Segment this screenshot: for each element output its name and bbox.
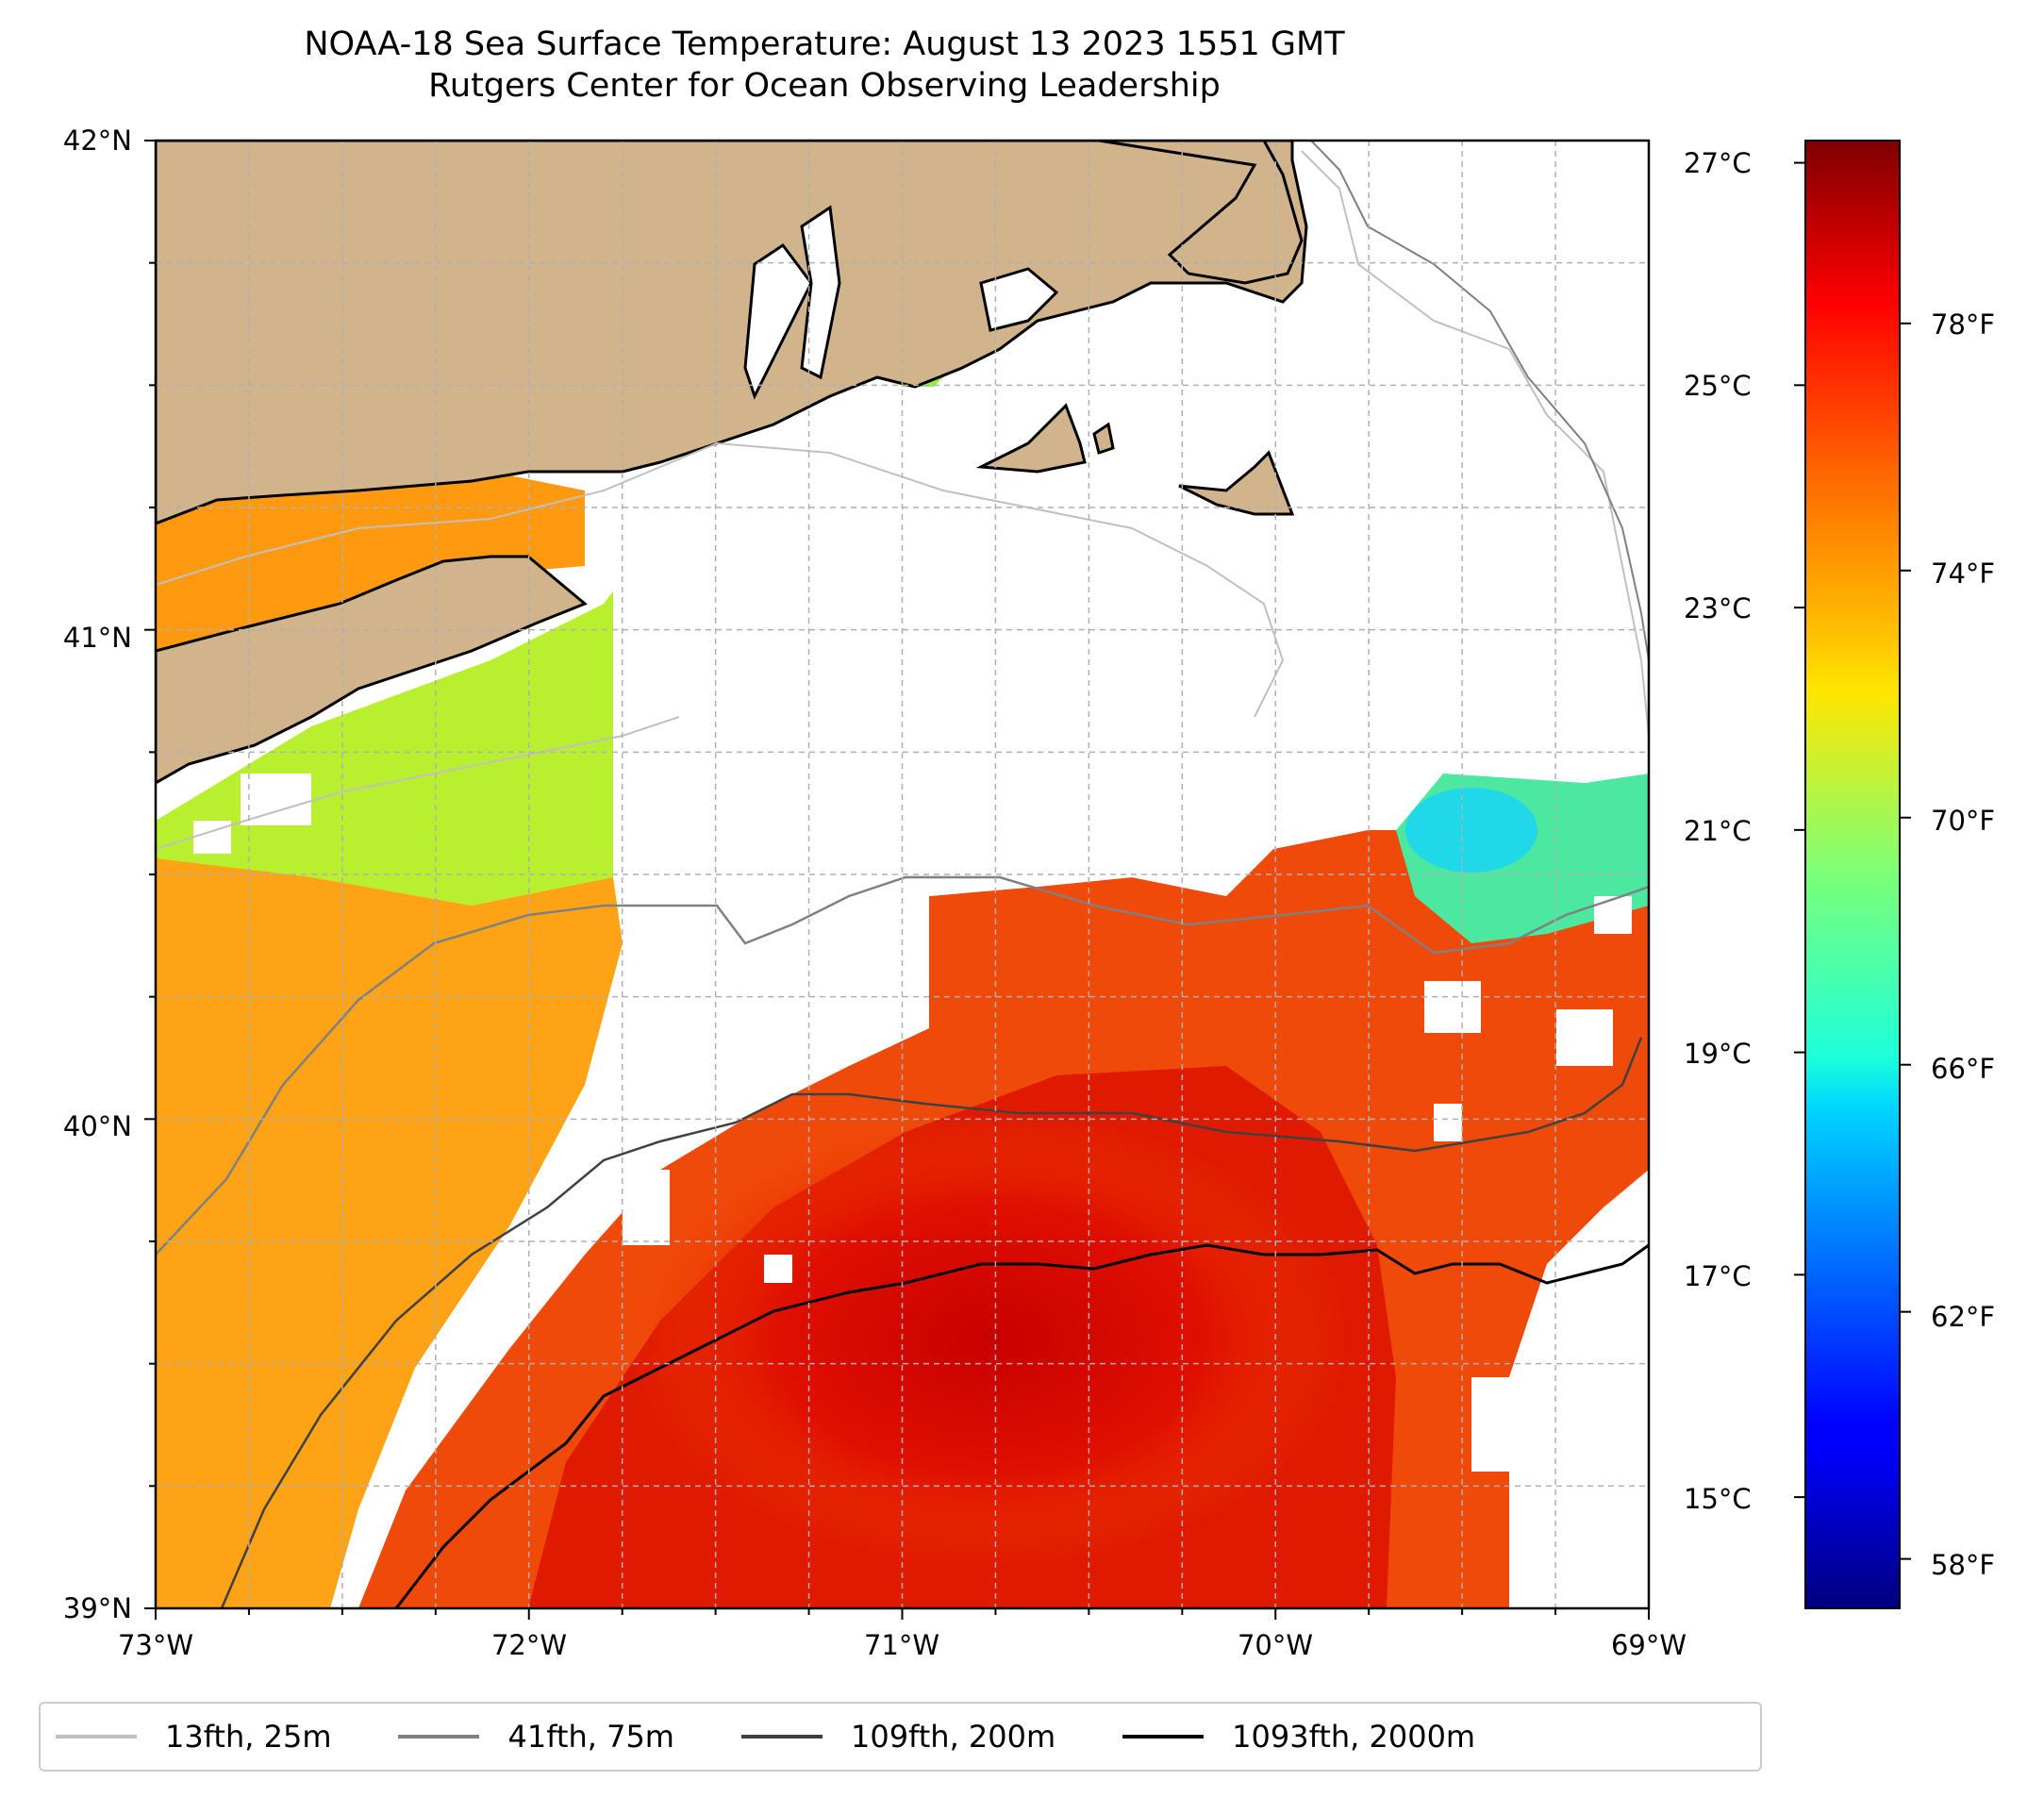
cb-fahrenheit-70: 70°F: [1931, 805, 1996, 837]
lon-label-70: 70°W: [1237, 1629, 1314, 1661]
cb-celsius-21: 21°C: [1684, 815, 1752, 847]
lon-label-69: 69°W: [1610, 1629, 1687, 1661]
lon-label-71: 71°W: [863, 1629, 940, 1661]
cb-celsius-15: 15°C: [1684, 1483, 1752, 1515]
lat-label-39: 39°N: [62, 1592, 132, 1624]
colorbar: [1804, 140, 1901, 1609]
axis-ticks: [144, 140, 1650, 1620]
legend-line-200m: [740, 1735, 823, 1739]
cb-fahrenheit-74: 74°F: [1931, 557, 1996, 590]
cb-celsius-19: 19°C: [1684, 1038, 1752, 1070]
cb-celsius-23: 23°C: [1684, 592, 1752, 624]
cb-fahrenheit-78: 78°F: [1931, 308, 1996, 341]
legend-item-25m: 13fth, 25m: [56, 1719, 331, 1755]
cb-celsius-27: 27°C: [1684, 147, 1752, 179]
bay-water: [743, 205, 1059, 400]
lat-label-42: 42°N: [62, 125, 132, 157]
legend-label-25m: 13fth, 25m: [165, 1719, 332, 1755]
title-line-1: NOAA-18 Sea Surface Temperature: August …: [304, 25, 1345, 63]
lon-label-72: 72°W: [490, 1629, 568, 1661]
legend-line-75m: [398, 1735, 480, 1739]
cb-celsius-17: 17°C: [1684, 1260, 1752, 1292]
legend-line-25m: [56, 1735, 137, 1739]
legend-label-2000m: 1093fth, 2000m: [1232, 1719, 1476, 1755]
legend-item-200m: 109fth, 200m: [740, 1719, 1056, 1755]
legend-label-75m: 41fth, 75m: [507, 1719, 674, 1755]
legend-line-2000m: [1122, 1735, 1205, 1739]
colorbar-ticks: [1794, 161, 1911, 1560]
lon-label-73: 73°W: [117, 1629, 194, 1661]
lat-label-40: 40°N: [62, 1110, 132, 1142]
cb-celsius-25: 25°C: [1684, 370, 1752, 402]
legend-item-2000m: 1093fth, 2000m: [1122, 1719, 1475, 1755]
bathymetry-contours: [156, 141, 1649, 1608]
cb-fahrenheit-66: 66°F: [1931, 1053, 1996, 1085]
cb-fahrenheit-62: 62°F: [1931, 1301, 1996, 1333]
legend: 13fth, 25m 41fth, 75m 109fth, 200m 1093f…: [39, 1702, 1762, 1772]
lat-label-41: 41°N: [62, 622, 132, 654]
land: [156, 141, 1308, 785]
legend-item-75m: 41fth, 75m: [398, 1719, 674, 1755]
title-line-2: Rutgers Center for Ocean Observing Leade…: [428, 67, 1221, 105]
cb-fahrenheit-58: 58°F: [1931, 1549, 1996, 1581]
legend-label-200m: 109fth, 200m: [850, 1719, 1056, 1755]
